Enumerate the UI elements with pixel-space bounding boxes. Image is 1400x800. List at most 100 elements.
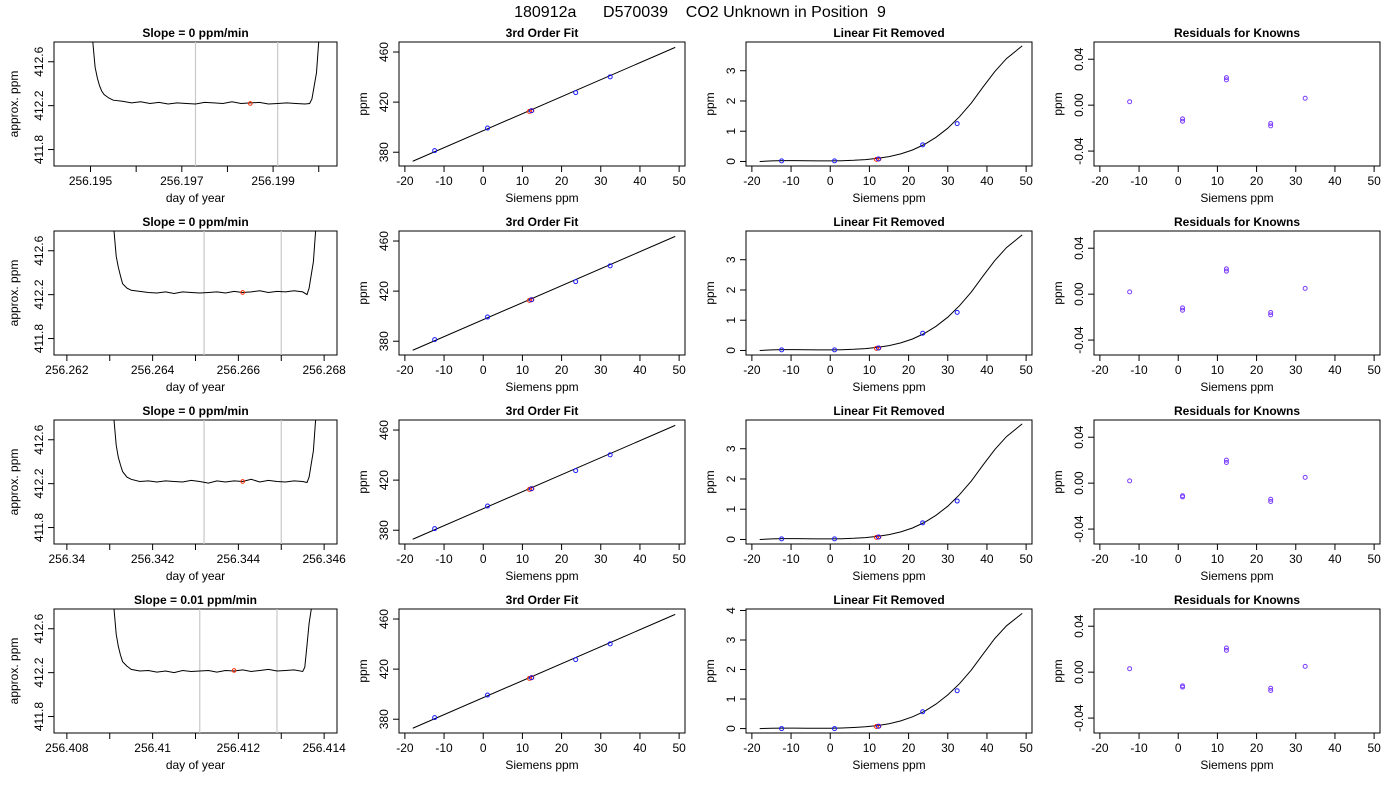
x-axis-label: Siemens ppm <box>1200 758 1273 772</box>
panel-r3c4: Residuals for Knowns -20 -10 0 10 20 30 40 50 -0.… <box>1051 404 1381 583</box>
x-tick-label: 256.262 <box>45 363 89 377</box>
x-tick-label: -10 <box>1130 363 1148 377</box>
plot-marks <box>759 613 1023 732</box>
x-tick-label: 40 <box>633 174 647 188</box>
known-point <box>875 345 881 351</box>
panel-title: Residuals for Knowns <box>1174 215 1300 229</box>
y-tick-label: 460 <box>377 420 391 440</box>
x-tick-label: 10 <box>516 363 530 377</box>
panel-title: Residuals for Knowns <box>1174 26 1300 40</box>
x-tick-label: -20 <box>1091 363 1109 377</box>
panel-r1c3: Linear Fit Removed -20 -10 0 10 20 30 40 50 0 1 2 3 S… <box>703 26 1033 205</box>
plot-frame <box>745 41 1033 167</box>
x-tick-label: 10 <box>516 741 530 755</box>
residual-point <box>1127 289 1133 295</box>
x-tick-label: 0 <box>827 174 834 188</box>
plot-marks <box>92 42 320 166</box>
y-tick-label: 380 <box>377 520 391 540</box>
known-point <box>432 526 438 532</box>
residual-point <box>1127 99 1133 105</box>
x-tick-label: 20 <box>902 363 916 377</box>
known-point <box>832 726 838 732</box>
x-axis-label: day of year <box>166 191 225 205</box>
x-tick-label: -10 <box>435 741 453 755</box>
y-axis-label: ppm <box>1051 92 1065 115</box>
y-tick-label: 411.8 <box>32 135 46 164</box>
plot-marks <box>1127 266 1308 318</box>
x-tick-label: 0 <box>1175 174 1182 188</box>
known-point <box>920 709 926 715</box>
x-tick-label: 20 <box>1250 552 1264 566</box>
known-point <box>779 158 785 164</box>
known-point <box>573 468 579 474</box>
plot-frame <box>1093 419 1381 545</box>
known-point <box>607 263 613 269</box>
x-tick-label: 40 <box>980 363 994 377</box>
known-point <box>432 715 438 721</box>
x-tick-label: 0 <box>480 363 487 377</box>
x-tick-label: 0 <box>480 552 487 566</box>
panel-r3c3: Linear Fit Removed -20 -10 0 10 20 30 40 50 0 1 2 3 S… <box>703 404 1033 583</box>
x-tick-label: 20 <box>902 741 916 755</box>
y-tick-label: -0.04 <box>1072 137 1086 165</box>
x-tick-label: 256.199 <box>251 174 295 188</box>
x-tick-label: 256.408 <box>45 741 89 755</box>
plot-marks <box>113 420 317 544</box>
known-point <box>573 90 579 96</box>
x-tick-label: -10 <box>1130 552 1148 566</box>
x-tick-label: 256.266 <box>217 363 261 377</box>
residual-point <box>1302 663 1308 669</box>
concentration-trace <box>113 609 312 674</box>
panel-title: 3rd Order Fit <box>506 404 579 418</box>
x-tick-label: 40 <box>980 552 994 566</box>
x-axis-label: day of year <box>166 569 225 583</box>
y-tick-label: 0 <box>724 158 738 165</box>
x-axis-label: day of year <box>166 380 225 394</box>
residual-point <box>1268 312 1274 318</box>
y-tick-label: 380 <box>377 142 391 162</box>
panel-title: Linear Fit Removed <box>833 215 944 229</box>
y-tick-label: 0 <box>724 347 738 354</box>
x-tick-label: 20 <box>555 363 569 377</box>
x-tick-label: 256.34 <box>49 552 86 566</box>
plot-marks <box>759 423 1023 542</box>
residual-point <box>1268 310 1274 316</box>
y-tick-label: 1 <box>724 317 738 324</box>
panel-title: Slope = 0 ppm/min <box>142 404 248 418</box>
plot-marks <box>759 234 1023 353</box>
x-tick-label: 256.344 <box>217 552 261 566</box>
x-tick-label: 30 <box>941 741 955 755</box>
unknown-mean-point <box>240 479 245 484</box>
x-axis-label: Siemens ppm <box>852 758 925 772</box>
panel-r3c2: 3rd Order Fit -20 -10 0 10 20 30 40 50 380 420 460 S… <box>356 404 686 583</box>
x-tick-label: -20 <box>396 174 414 188</box>
x-tick-label: 40 <box>1328 174 1342 188</box>
known-point <box>954 309 960 315</box>
x-tick-label: 40 <box>1328 741 1342 755</box>
x-tick-label: 30 <box>1289 741 1303 755</box>
x-tick-label: 50 <box>1367 363 1381 377</box>
plot-frame <box>398 608 686 734</box>
x-tick-label: 20 <box>555 174 569 188</box>
y-tick-label: 411.8 <box>32 513 46 542</box>
y-tick-label: 2 <box>724 97 738 104</box>
known-point <box>573 657 579 663</box>
x-tick-label: 10 <box>863 174 877 188</box>
known-point <box>875 723 881 729</box>
known-point <box>832 536 838 542</box>
y-axis-label: ppm <box>703 92 717 115</box>
y-tick-label: 3 <box>724 445 738 452</box>
x-tick-label: 50 <box>1367 552 1381 566</box>
concentration-trace <box>113 231 317 296</box>
x-axis-label: Siemens ppm <box>505 380 578 394</box>
panel-title: 3rd Order Fit <box>506 593 579 607</box>
x-tick-label: -10 <box>435 174 453 188</box>
x-axis-label: Siemens ppm <box>1200 569 1273 583</box>
x-tick-label: -20 <box>396 552 414 566</box>
panel-r1c2: 3rd Order Fit -20 -10 0 10 20 30 40 50 380 420 460 S… <box>356 26 686 205</box>
panel-r4c3: Linear Fit Removed -20 -10 0 10 20 30 40 50 0 1 2 3 4… <box>703 593 1033 772</box>
unknown-mean-point <box>231 668 237 673</box>
x-tick-label: 10 <box>1211 363 1225 377</box>
y-axis-label: ppm <box>1051 470 1065 493</box>
